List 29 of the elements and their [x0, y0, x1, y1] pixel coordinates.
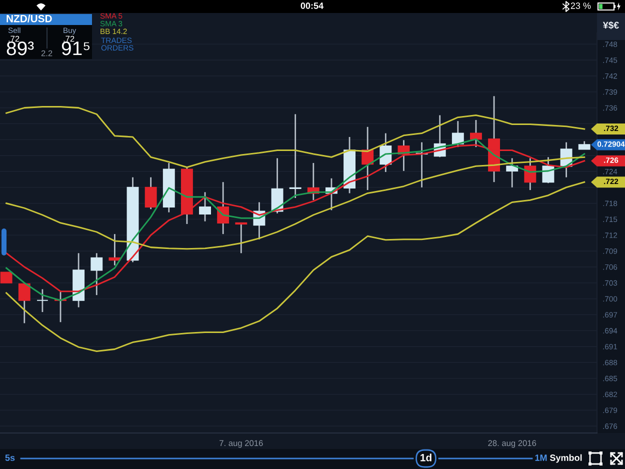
candlestick	[506, 158, 518, 188]
text: 1d	[420, 454, 432, 462]
candlestick	[235, 222, 248, 254]
candlestick	[199, 191, 211, 222]
annotation: .72	[8, 36, 20, 42]
text: ¥$€	[602, 21, 619, 30]
x-tick-label: 28. aug 2016	[488, 440, 536, 448]
candlestick	[217, 181, 230, 235]
annotation: 89³	[6, 41, 34, 56]
candlestick	[90, 252, 103, 296]
annotation: .72	[64, 36, 74, 42]
text: 5s	[5, 454, 15, 461]
line-series	[6, 106, 586, 168]
annotation: 91⁵	[62, 41, 90, 56]
candlestick	[36, 288, 48, 313]
chart-title: NZD/USD	[6, 14, 52, 22]
text: Symbol	[550, 454, 582, 463]
text: 00:54	[300, 2, 324, 9]
candlestick	[289, 113, 302, 199]
line-series	[6, 181, 586, 352]
x-tick-label: 7. aug 2016	[220, 440, 263, 448]
candlestick	[452, 120, 464, 148]
annotation: 2.2	[41, 50, 52, 56]
candlestick	[524, 158, 536, 191]
text: 1M	[535, 454, 547, 461]
candlestick	[18, 283, 30, 324]
text: 23 %	[570, 2, 591, 9]
candlestick	[0, 272, 12, 284]
candlestick	[144, 176, 157, 210]
